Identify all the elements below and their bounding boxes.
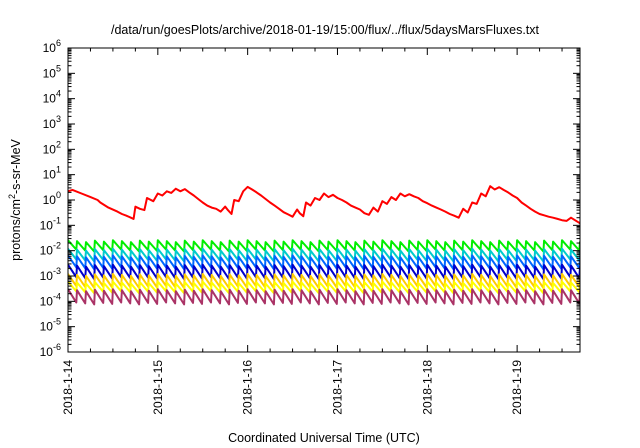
series-line-8 [68,288,580,306]
x-tick-labels: 2018-1-14 2018-1-15 2018-1-16 2018-1-17 2018… [61,360,524,415]
x-tick-label: 2018-1-18 [420,360,434,415]
axes-layer [67,47,581,353]
x-tick-label: 2018-1-17 [330,360,344,415]
series-line-2 [68,239,580,253]
x-axis-label: Coordinated Universal Time (UTC) [228,431,420,445]
y-tick-labels: 106 105 104 103 102 101 100 10-1 10-2 10-3 10-4 10-… [40,38,61,359]
y-tick-label: 10-1 [40,215,61,232]
y-axis-label-exponent: 2 [7,194,17,199]
y-axis-label-main: protons/cm [9,199,23,261]
y-axis-label: protons/cm2-s-sr-MeV [7,138,23,260]
y-tick-label: 100 [43,190,61,207]
x-tick-label: 2018-1-16 [241,360,255,415]
y-tick-label: 104 [43,89,61,106]
plot-frame [67,47,581,353]
series-line-3 [68,247,580,263]
series-layer [68,185,580,306]
y-tick-label: 101 [43,165,61,182]
x-tick-label: 2018-1-15 [151,360,165,415]
y-tick-label: 10-4 [40,291,61,308]
x-tick-label: 2018-1-14 [61,360,75,415]
y-tick-label: 105 [43,63,61,80]
x-tick-label: 2018-1-19 [510,360,524,415]
y-tick-label: 102 [43,139,61,156]
y-tick-label: 10-5 [40,317,61,334]
y-tick-label: 103 [43,114,61,131]
chart-title: /data/run/goesPlots/archive/2018-01-19/1… [111,23,540,37]
y-tick-label: 10-3 [40,266,61,283]
series-line-4 [68,254,580,271]
y-tick-label: 106 [43,38,61,55]
y-axis-label-units: -s-sr-MeV [9,138,23,194]
series-line-5 [68,263,580,281]
y-tick-label: 10-2 [40,241,61,258]
y-tick-label: 10-6 [40,342,61,359]
series-line-1 [68,185,580,225]
